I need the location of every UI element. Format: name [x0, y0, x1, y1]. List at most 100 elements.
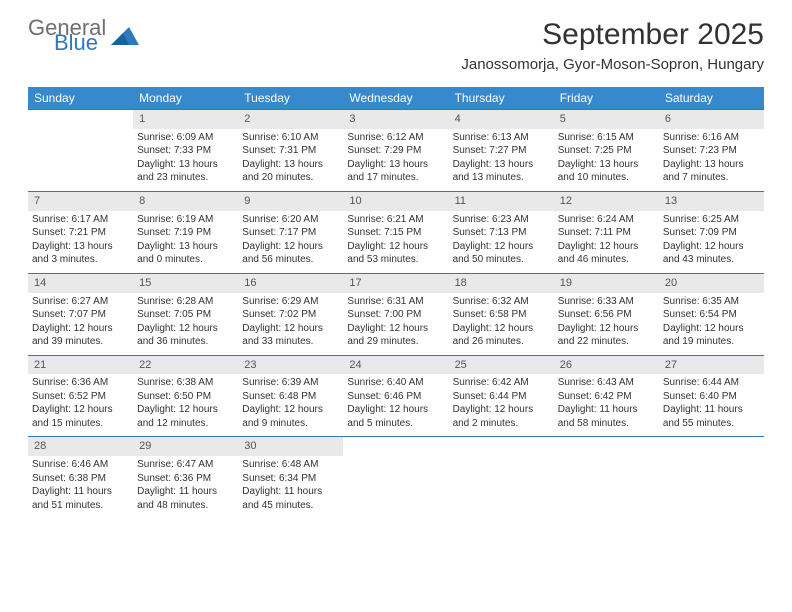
day-detail: Sunrise: 6:09 AMSunset: 7:33 PMDaylight:… — [133, 129, 238, 192]
day-number: 11 — [449, 191, 554, 210]
day-detail-line: Sunrise: 6:47 AM — [137, 458, 234, 472]
day-detail: Sunrise: 6:35 AMSunset: 6:54 PMDaylight:… — [659, 293, 764, 356]
day-detail: Sunrise: 6:38 AMSunset: 6:50 PMDaylight:… — [133, 374, 238, 437]
day-detail-line: Sunrise: 6:17 AM — [32, 213, 129, 227]
day-detail-line: Sunrise: 6:40 AM — [347, 376, 444, 390]
day-detail-line: Daylight: 12 hours and 22 minutes. — [558, 322, 655, 349]
day-detail-line: Daylight: 13 hours and 20 minutes. — [242, 158, 339, 185]
detail-row: Sunrise: 6:27 AMSunset: 7:07 PMDaylight:… — [28, 293, 764, 356]
day-detail-line: Daylight: 13 hours and 23 minutes. — [137, 158, 234, 185]
day-number — [28, 110, 133, 129]
day-detail-line: Sunset: 6:52 PM — [32, 390, 129, 404]
day-detail-line: Daylight: 12 hours and 2 minutes. — [453, 403, 550, 430]
day-detail-line: Sunrise: 6:35 AM — [663, 295, 760, 309]
detail-row: Sunrise: 6:09 AMSunset: 7:33 PMDaylight:… — [28, 129, 764, 192]
day-detail: Sunrise: 6:13 AMSunset: 7:27 PMDaylight:… — [449, 129, 554, 192]
day-detail-line: Sunset: 6:40 PM — [663, 390, 760, 404]
day-number — [343, 437, 448, 456]
day-detail-line: Sunset: 7:05 PM — [137, 308, 234, 322]
day-detail-line: Sunset: 6:46 PM — [347, 390, 444, 404]
day-detail: Sunrise: 6:21 AMSunset: 7:15 PMDaylight:… — [343, 211, 448, 274]
day-detail-line: Sunrise: 6:20 AM — [242, 213, 339, 227]
day-detail-line: Sunset: 6:56 PM — [558, 308, 655, 322]
day-detail: Sunrise: 6:23 AMSunset: 7:13 PMDaylight:… — [449, 211, 554, 274]
daynum-row: 14151617181920 — [28, 273, 764, 292]
day-number: 25 — [449, 355, 554, 374]
day-number — [554, 437, 659, 456]
day-detail-line: Sunrise: 6:27 AM — [32, 295, 129, 309]
day-number: 28 — [28, 437, 133, 456]
day-detail — [343, 456, 448, 518]
day-detail-line: Daylight: 12 hours and 53 minutes. — [347, 240, 444, 267]
day-detail-line: Sunset: 6:34 PM — [242, 472, 339, 486]
detail-row: Sunrise: 6:36 AMSunset: 6:52 PM Daylight:… — [28, 374, 764, 437]
day-detail-line: Daylight: 12 hours and 9 minutes. — [242, 403, 339, 430]
day-number: 21 — [28, 355, 133, 374]
day-detail: Sunrise: 6:25 AMSunset: 7:09 PMDaylight:… — [659, 211, 764, 274]
day-number — [449, 437, 554, 456]
day-number: 14 — [28, 273, 133, 292]
day-detail-line: Daylight: 12 hours and 26 minutes. — [453, 322, 550, 349]
day-detail-line: Sunset: 7:02 PM — [242, 308, 339, 322]
day-detail-line: Daylight: 12 hours and 56 minutes. — [242, 240, 339, 267]
day-detail-line: Sunrise: 6:42 AM — [453, 376, 550, 390]
day-detail-line: Sunrise: 6:16 AM — [663, 131, 760, 145]
day-number: 15 — [133, 273, 238, 292]
day-detail-line: Daylight: 13 hours and 3 minutes. — [32, 240, 129, 267]
day-detail-line: Sunset: 7:09 PM — [663, 226, 760, 240]
logo: General Blue — [28, 18, 139, 54]
day-detail-line: Daylight: 12 hours and 29 minutes. — [347, 322, 444, 349]
day-detail-line: Sunrise: 6:19 AM — [137, 213, 234, 227]
day-detail-line: Daylight: 12 hours and 12 minutes. — [137, 403, 234, 430]
day-number: 17 — [343, 273, 448, 292]
day-detail-line: Daylight: 12 hours and 33 minutes. — [242, 322, 339, 349]
calendar-body: 123456Sunrise: 6:09 AMSunset: 7:33 PMDay… — [28, 110, 764, 519]
weekday-header: Thursday — [449, 87, 554, 110]
day-number: 8 — [133, 191, 238, 210]
month-title: September 2025 — [461, 18, 764, 52]
day-detail-line: Daylight: 12 hours and 39 minutes. — [32, 322, 129, 349]
day-detail-line: Sunrise: 6:48 AM — [242, 458, 339, 472]
day-detail-line: Sunset: 7:31 PM — [242, 144, 339, 158]
day-detail-line: Sunrise: 6:36 AM — [32, 376, 129, 390]
day-detail-line: Sunset: 6:54 PM — [663, 308, 760, 322]
day-detail-line: Sunset: 6:58 PM — [453, 308, 550, 322]
day-detail-line: Sunrise: 6:31 AM — [347, 295, 444, 309]
day-detail: Sunrise: 6:36 AMSunset: 6:52 PMDaylight:… — [28, 374, 133, 437]
day-number: 27 — [659, 355, 764, 374]
day-detail-line: Daylight: 13 hours and 13 minutes. — [453, 158, 550, 185]
day-detail-line: Daylight: 13 hours and 17 minutes. — [347, 158, 444, 185]
day-number — [659, 437, 764, 456]
day-number: 26 — [554, 355, 659, 374]
day-detail-line: Daylight: 11 hours and 58 minutes. — [558, 403, 655, 430]
day-detail-line: Sunrise: 6:10 AM — [242, 131, 339, 145]
day-detail: Sunrise: 6:31 AMSunset: 7:00 PMDaylight:… — [343, 293, 448, 356]
weekday-header: Wednesday — [343, 87, 448, 110]
day-detail-line: Daylight: 11 hours and 48 minutes. — [137, 485, 234, 512]
day-detail-line: Sunset: 7:15 PM — [347, 226, 444, 240]
day-detail-line: Sunrise: 6:21 AM — [347, 213, 444, 227]
day-detail-line: Sunrise: 6:15 AM — [558, 131, 655, 145]
day-detail: Sunrise: 6:46 AMSunset: 6:38 PMDaylight:… — [28, 456, 133, 518]
day-detail-line: Sunrise: 6:12 AM — [347, 131, 444, 145]
day-detail: Sunrise: 6:19 AMSunset: 7:19 PMDaylight:… — [133, 211, 238, 274]
day-detail-line: Sunrise: 6:46 AM — [32, 458, 129, 472]
day-detail: Sunrise: 6:10 AMSunset: 7:31 PMDaylight:… — [238, 129, 343, 192]
day-number: 5 — [554, 110, 659, 129]
day-detail — [449, 456, 554, 518]
weekday-header: Tuesday — [238, 87, 343, 110]
day-number: 3 — [343, 110, 448, 129]
day-number: 22 — [133, 355, 238, 374]
detail-row: Sunrise: 6:17 AMSunset: 7:21 PMDaylight:… — [28, 211, 764, 274]
day-detail-line: Daylight: 12 hours and 5 minutes. — [347, 403, 444, 430]
day-number: 16 — [238, 273, 343, 292]
day-detail-line: Sunset: 7:19 PM — [137, 226, 234, 240]
day-detail-line: Sunset: 6:42 PM — [558, 390, 655, 404]
day-detail-line: Sunset: 6:44 PM — [453, 390, 550, 404]
day-detail-line: Sunset: 6:36 PM — [137, 472, 234, 486]
day-detail: Sunrise: 6:40 AMSunset: 6:46 PMDaylight:… — [343, 374, 448, 437]
weekday-header: Sunday — [28, 87, 133, 110]
day-detail: Sunrise: 6:29 AMSunset: 7:02 PMDaylight:… — [238, 293, 343, 356]
day-detail: Sunrise: 6:32 AMSunset: 6:58 PMDaylight:… — [449, 293, 554, 356]
day-detail-line: Sunrise: 6:28 AM — [137, 295, 234, 309]
